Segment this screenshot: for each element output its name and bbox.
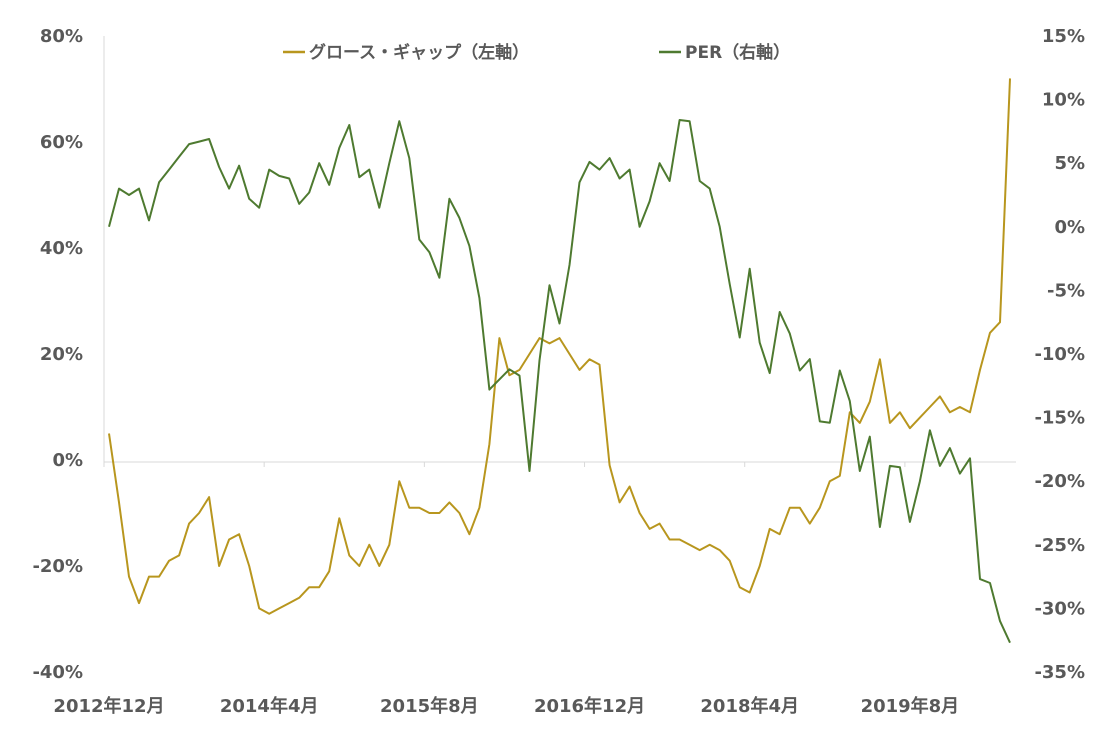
right-tick-label: -25%: [1034, 535, 1085, 556]
left-tick-label: 80%: [40, 26, 83, 47]
x-tick-label: 2012年12月: [53, 695, 164, 717]
right-tick-label: 0%: [1054, 217, 1085, 238]
left-tick-label: 60%: [40, 132, 83, 153]
right-axis-ticks: 15% 10% 5% 0% -5% -10% -15% -20% -25% -30% -35%: [1034, 26, 1085, 683]
x-tick-label: 2019年8月: [861, 695, 960, 717]
x-tick-label: 2014年4月: [220, 695, 319, 717]
x-tick-label: 2015年8月: [380, 695, 479, 717]
right-tick-label: 15%: [1042, 26, 1085, 47]
right-tick-label: -35%: [1034, 662, 1085, 683]
right-tick-label: -30%: [1034, 598, 1085, 619]
left-tick-label: 0%: [52, 450, 83, 471]
right-tick-label: -10%: [1034, 344, 1085, 365]
left-tick-label: 20%: [40, 344, 83, 365]
right-tick-label: -5%: [1047, 280, 1085, 301]
right-tick-label: -20%: [1034, 471, 1085, 492]
right-tick-label: -15%: [1034, 408, 1085, 429]
left-tick-label: -20%: [32, 556, 83, 577]
series-line-per: [108, 119, 1011, 644]
series-line-growth-gap: [108, 78, 1011, 615]
left-tick-label: -40%: [32, 662, 83, 683]
legend-label-growth-gap: グロース・ギャップ（左軸）: [309, 42, 529, 63]
legend: グロース・ギャップ（左軸） PER（右軸）: [283, 42, 790, 63]
x-tick-label: 2018年4月: [700, 695, 799, 717]
left-axis-ticks: 80% 60% 40% 20% 0% -20% -40%: [32, 26, 83, 683]
right-tick-label: 5%: [1054, 153, 1085, 174]
right-tick-label: 10%: [1042, 90, 1085, 111]
x-tick-marks: [103, 462, 906, 467]
legend-label-per: PER（右軸）: [685, 42, 790, 63]
left-tick-label: 40%: [40, 238, 83, 259]
x-axis-ticks: 2012年12月 2014年4月 2015年8月 2016年12月 2018年4月 201…: [53, 695, 959, 717]
x-tick-label: 2016年12月: [534, 695, 645, 717]
series-layer: [108, 78, 1011, 644]
